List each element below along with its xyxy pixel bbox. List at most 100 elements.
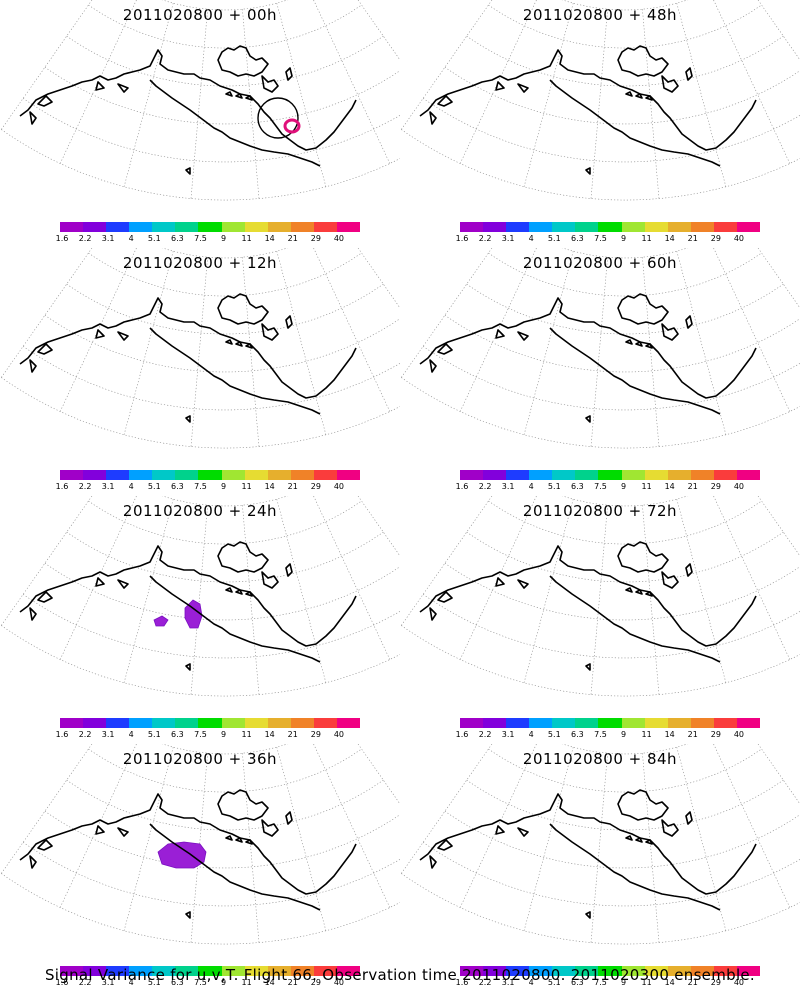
map-panel: 2011020800 + 60h 1.6 2.2 3.1 4 5.1 6.3 7.5 9 11 14… (400, 248, 800, 496)
colorbar-segment (713, 222, 737, 232)
map-panel: 2011020800 + 24h 1.6 2.2 3.1 4 5.1 6.3 7.5 9 11 14… (0, 496, 400, 744)
coastline (419, 541, 757, 671)
graticule (401, 248, 800, 449)
colorbar (60, 718, 361, 728)
graticule (1, 248, 400, 449)
colorbar-segment (83, 470, 107, 480)
colorbar-labels: 1.6 2.2 3.1 4 5.1 6.3 7.5 9 11 14 21 29 40 (56, 978, 360, 988)
colorbar-label: 9 (620, 234, 627, 243)
panel-title: 2011020800 + 36h (122, 750, 278, 768)
colorbar-segment (506, 718, 530, 728)
colorbar-segment (644, 966, 668, 976)
colorbar-segment (106, 222, 130, 232)
colorbar-segment (244, 222, 268, 232)
colorbar-label: 14 (664, 978, 675, 987)
colorbar-labels: 1.6 2.2 3.1 4 5.1 6.3 7.5 9 11 14 21 29 40 (456, 978, 760, 988)
colorbar-segment (736, 222, 761, 232)
colorbar-label: 4 (128, 482, 134, 491)
coastline (419, 293, 757, 423)
colorbar-label: 2.2 (78, 482, 92, 491)
colorbar-segment (267, 718, 291, 728)
colorbar-segment (736, 718, 761, 728)
colorbar-label: 4 (528, 730, 534, 739)
colorbar-label: 9 (220, 978, 227, 987)
colorbar-label: 21 (287, 234, 298, 243)
colorbar-segment (483, 966, 507, 976)
colorbar-label: 7.5 (194, 234, 207, 243)
colorbar-label: 29 (310, 730, 321, 739)
colorbar-label: 40 (733, 730, 745, 739)
colorbar-segment (152, 966, 176, 976)
colorbar-segment (106, 470, 130, 480)
map-panel: 2011020800 + 48h 1.6 2.2 3.1 4 5.1 6.3 7.5 9 11 14… (400, 0, 800, 248)
colorbar-label: 7.5 (594, 482, 607, 491)
panel-title: 2011020800 + 00h (122, 6, 278, 24)
colorbar-label: 9 (620, 482, 627, 491)
colorbar-label: 14 (264, 234, 275, 243)
colorbar-segment (621, 470, 645, 480)
colorbar-label: 6.3 (571, 978, 584, 987)
colorbar-label: 21 (287, 978, 298, 987)
colorbar (460, 966, 761, 976)
colorbar-label: 7.5 (594, 978, 607, 987)
colorbar-segment (598, 470, 622, 480)
colorbar-label: 7.5 (594, 730, 607, 739)
colorbar-segment (152, 718, 176, 728)
colorbar-segment (175, 966, 199, 976)
colorbar-label: 9 (220, 482, 227, 491)
colorbar-label: 1.6 (55, 978, 69, 987)
colorbar-segment (644, 470, 668, 480)
panel-title: 2011020800 + 60h (522, 254, 678, 272)
colorbar-segment (198, 222, 222, 232)
graticule (401, 0, 800, 201)
colorbar-segment (483, 222, 507, 232)
panel-title: 2011020800 + 84h (522, 750, 678, 768)
colorbar-label: 40 (333, 234, 345, 243)
colorbar-segment (552, 966, 576, 976)
colorbar-label: 2.2 (478, 978, 492, 987)
map-panel: 2011020800 + 00h 1.6 2.2 3.1 4 5.1 6.3 7.5 9 11 14… (0, 0, 400, 248)
colorbar-segment (667, 470, 691, 480)
colorbar-label: 4 (128, 730, 134, 739)
colorbar-label: 5.1 (147, 482, 161, 491)
colorbar-segment (152, 222, 176, 232)
colorbar-label: 5.1 (147, 234, 161, 243)
colorbar-label: 5.1 (547, 730, 561, 739)
colorbar-segment (621, 966, 645, 976)
colorbar-label: 2.2 (78, 234, 92, 243)
colorbar-label: 40 (333, 730, 345, 739)
colorbar-label: 9 (620, 730, 627, 739)
colorbar-segment (598, 718, 622, 728)
graticule (401, 496, 800, 697)
colorbar-label: 29 (710, 234, 721, 243)
figure-caption: Signal Variance for u,v,T. Flight 66. Ob… (44, 966, 756, 984)
colorbar (460, 718, 761, 728)
colorbar-label: 7.5 (194, 978, 207, 987)
colorbar-label: 6.3 (571, 730, 584, 739)
colorbar-segment (175, 470, 199, 480)
colorbar-segment (313, 718, 337, 728)
colorbar-segment (106, 718, 130, 728)
colorbar-segment (460, 966, 484, 976)
colorbar-label: 40 (333, 978, 345, 987)
colorbar-segment (83, 718, 107, 728)
colorbar-label: 11 (641, 482, 652, 491)
colorbar-segment (198, 966, 222, 976)
colorbar-segment (644, 718, 668, 728)
colorbar-label: 6.3 (571, 234, 584, 243)
colorbar-label: 4 (528, 234, 534, 243)
colorbar-segment (290, 718, 314, 728)
high-variance-contour (283, 118, 301, 134)
colorbar-segment (129, 470, 153, 480)
map-svg (401, 248, 800, 449)
map-svg (1, 248, 400, 449)
colorbar-label: 14 (264, 482, 275, 491)
colorbar-segment (175, 222, 199, 232)
colorbar-label: 5.1 (547, 978, 561, 987)
colorbar-label: 4 (128, 234, 134, 243)
colorbar (60, 222, 361, 232)
colorbar-label: 5.1 (147, 730, 161, 739)
map-panel: 2011020800 + 72h 1.6 2.2 3.1 4 5.1 6.3 7.5 9 11 14… (400, 496, 800, 744)
colorbar-label: 3.1 (501, 482, 515, 491)
colorbar-segment (598, 966, 622, 976)
